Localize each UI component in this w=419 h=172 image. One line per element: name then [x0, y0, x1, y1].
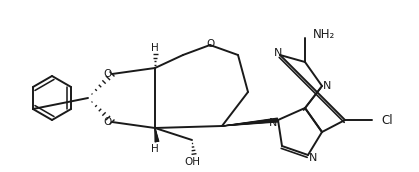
- Text: H: H: [151, 144, 159, 154]
- Text: N: N: [323, 81, 331, 91]
- Text: Cl: Cl: [381, 114, 393, 126]
- Polygon shape: [155, 128, 159, 142]
- Text: O: O: [103, 117, 111, 127]
- Text: N: N: [269, 118, 277, 128]
- Polygon shape: [222, 118, 278, 126]
- Text: O: O: [103, 69, 111, 79]
- Text: NH₂: NH₂: [313, 28, 335, 40]
- Text: N: N: [274, 48, 282, 58]
- Text: N: N: [309, 153, 317, 163]
- Text: H: H: [151, 43, 159, 53]
- Text: O: O: [206, 39, 214, 49]
- Text: OH: OH: [184, 157, 200, 167]
